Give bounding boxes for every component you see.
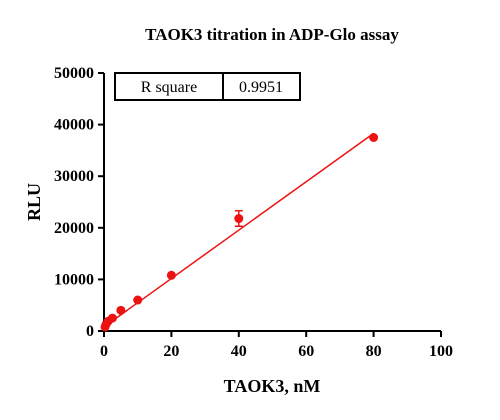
data-point <box>166 270 176 280</box>
fit-line-group <box>103 132 375 328</box>
data-point <box>116 305 126 315</box>
y-tick-label: 50000 <box>54 65 94 82</box>
fit-line <box>103 132 375 328</box>
data-points-group <box>100 133 379 332</box>
x-tick-label: 20 <box>163 343 179 360</box>
x-tick-label: 0 <box>100 343 108 360</box>
y-tick-label: 10000 <box>54 271 94 288</box>
x-tick-label: 40 <box>231 343 247 360</box>
x-tick-label: 80 <box>366 343 382 360</box>
chart-title: TAOK3 titration in ADP-Glo assay <box>145 25 399 44</box>
stats-label-r-square: R square <box>141 79 197 96</box>
y-tick-label: 30000 <box>54 168 94 185</box>
axes-group: 0 10000 20000 30000 40000 50000 0 20 40 60 80 100 <box>54 65 453 360</box>
x-tick-label: 60 <box>298 343 314 360</box>
y-tick-label: 20000 <box>54 220 94 237</box>
y-axis-label: RLU <box>24 183 44 221</box>
data-point <box>369 133 379 142</box>
stats-table-border <box>114 72 301 101</box>
y-tick-label: 40000 <box>54 117 94 134</box>
x-tick-label: 100 <box>429 343 453 360</box>
stats-value-r-square: 0.9951 <box>239 79 283 96</box>
data-point <box>133 295 143 305</box>
stats-table: R square 0.9951 <box>114 72 301 101</box>
data-point <box>107 313 117 323</box>
x-axis-label: TAOK3, nM <box>224 376 321 396</box>
data-point <box>234 214 244 224</box>
y-tick-label: 0 <box>86 323 94 340</box>
